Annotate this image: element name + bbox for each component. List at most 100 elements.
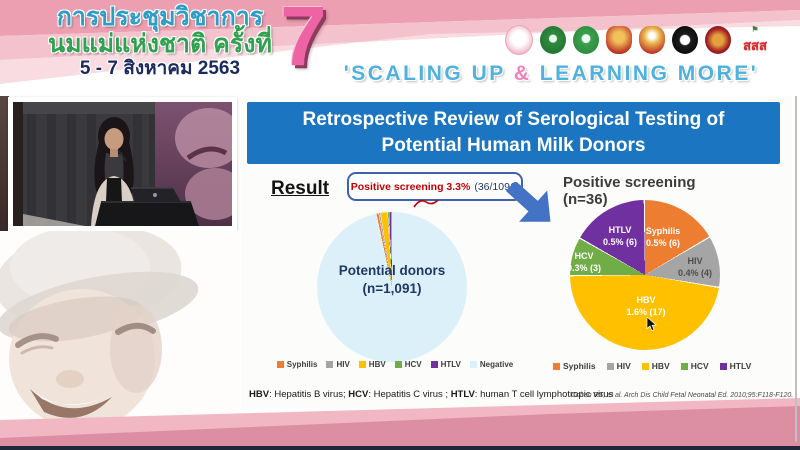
- left-pie-legend: Syphilis HIV HBV HCV HTLV Negative: [276, 360, 514, 369]
- legend-swatch-htlv: [719, 362, 727, 370]
- slice-hbv-value: 1.6% (17): [626, 306, 666, 317]
- baby-background-photo: [0, 231, 240, 450]
- tagline-close: LEARNING MORE': [531, 62, 759, 85]
- footnote-abbr: HBV: [249, 389, 270, 400]
- conference-date: 5 - 7 สิงหาคม 2563: [79, 58, 241, 79]
- slice-label-htlv: HTLV 0.5% (6): [588, 225, 652, 248]
- legend-swatch-negative: [469, 361, 477, 368]
- legend-swatch-hiv: [606, 362, 614, 370]
- positive-screening-title: Positive screening (n=36): [563, 174, 696, 208]
- positive-screening-callout: Positive screening 3.3% (36/1091): [347, 172, 523, 201]
- slice-label-syphilis: Syphilis 0.5% (6): [631, 226, 695, 249]
- potential-donors-label: Potential donors (n=1,091): [317, 262, 467, 298]
- conference-banner: การประชุมวิชาการ นมแม่แห่งชาติ ครั้งที่ …: [0, 0, 800, 96]
- legend-label: HBV: [651, 361, 670, 371]
- slide-title-line1: Retrospective Review of Serological Test…: [302, 109, 725, 130]
- conference-tagline: 'SCALING UP & LEARNING MORE': [305, 62, 797, 86]
- university-emblem-logo: [606, 26, 632, 54]
- legend-item: HCV: [394, 360, 422, 369]
- presentation-slide: Retrospective Review of Serological Test…: [241, 96, 794, 408]
- presenter-video: [8, 97, 237, 231]
- legend-label: HBV: [368, 360, 386, 369]
- slice-htlv-name: HTLV: [608, 225, 632, 235]
- legend-swatch-htlv: [430, 361, 438, 368]
- legend-swatch-hbv: [641, 362, 649, 370]
- legend-label: Syphilis: [563, 361, 596, 371]
- slide-title-line2: Potential Human Milk Donors: [381, 134, 646, 156]
- potential-donors-pie: [317, 212, 467, 362]
- legend-label: Negative: [479, 360, 514, 369]
- conference-title-thai: การประชุมวิชาการ นมแม่แห่งชาติ ครั้งที่ …: [22, 4, 298, 79]
- legend-item: HTLV: [719, 361, 752, 371]
- banner-stripes: [0, 0, 800, 96]
- health-department-logo: [540, 26, 566, 54]
- legend-swatch-syphilis: [276, 361, 284, 368]
- footnote-text: : Hepatitis B virus;: [269, 389, 349, 400]
- footnote-abbr: HTLV: [450, 389, 475, 400]
- slide-title: Retrospective Review of Serological Test…: [247, 102, 780, 164]
- university-seal-logo: [672, 26, 698, 54]
- slice-hcv-value: 0.3% (3): [566, 262, 601, 273]
- legend-label: HCV: [690, 361, 709, 371]
- slice-hbv-name: HBV: [636, 295, 656, 305]
- legend-label: HIV: [336, 360, 350, 369]
- citation: Cohen RS, et al. Arch Dis Child Fetal Ne…: [571, 392, 794, 399]
- podium: [95, 202, 199, 226]
- footnote-text: : human T cell lymphotropic virus: [474, 389, 614, 400]
- legend-item: Syphilis: [553, 361, 596, 371]
- slide-edge-divider: [795, 96, 797, 442]
- slice-syphilis-name: Syphilis: [645, 226, 681, 236]
- legend-item: Negative: [469, 360, 514, 369]
- slice-label-hbv: HBV 1.6% (17): [614, 295, 678, 318]
- royal-college-crest-logo: [639, 26, 665, 54]
- conference-title-line2: นมแม่แห่งชาติ ครั้งที่: [48, 29, 272, 58]
- legend-item: Syphilis: [276, 360, 318, 369]
- legend-label: Syphilis: [286, 360, 318, 369]
- legend-item: HCV: [680, 361, 709, 371]
- legend-item: HIV: [326, 360, 350, 369]
- slice-label-hcv: HCV 0.3% (3): [552, 251, 616, 274]
- abbreviation-footnote: HBV: Hepatitis B virus; HCV: Hepatitis C…: [249, 389, 613, 400]
- legend-label: HIV: [616, 361, 631, 371]
- slice-hcv-name: HCV: [574, 251, 594, 261]
- legend-swatch-hcv: [394, 361, 402, 368]
- legend-item: HBV: [358, 360, 386, 369]
- result-heading: Result: [271, 178, 330, 199]
- slice-htlv-value: 0.5% (6): [602, 236, 637, 247]
- conference-title-line1: การประชุมวิชาการ: [56, 3, 264, 31]
- legend-swatch-syphilis: [553, 362, 560, 370]
- legend-swatch-hiv: [326, 361, 334, 368]
- legend-item: HIV: [606, 361, 631, 371]
- backdrop-sliver: [0, 96, 9, 231]
- positive-screening-pie: [570, 200, 720, 350]
- slice-syphilis-value: 0.5% (6): [645, 237, 680, 248]
- edition-number: 7: [280, 0, 327, 83]
- legend-label: HCV: [404, 360, 422, 369]
- potential-donors-label-line2: (n=1,091): [362, 281, 422, 297]
- sponsor-logo-row: สสส: [505, 25, 772, 55]
- slice-hiv-value: 0.4% (4): [677, 267, 712, 278]
- callout-brace: [413, 199, 439, 208]
- public-health-ministry-logo: [573, 26, 599, 54]
- legend-item: HBV: [641, 361, 670, 371]
- thai-health-sss-logo: สสส: [738, 26, 772, 54]
- tagline-ampersand: &: [513, 62, 532, 85]
- presenter-scene: [13, 102, 232, 226]
- slice-hiv-name: HIV: [687, 256, 703, 266]
- mouse-cursor: [646, 317, 657, 332]
- transition-arrow-icon: [505, 182, 551, 222]
- slice-label-hiv: HIV 0.4% (4): [663, 256, 727, 279]
- breastfeeding-foundation-logo: [505, 25, 533, 55]
- legend-swatch-hcv: [680, 362, 688, 370]
- legend-label: HTLV: [729, 361, 752, 371]
- callout-highlight: Positive screening 3.3%: [350, 180, 471, 193]
- legend-item: HTLV: [430, 360, 461, 369]
- tagline-open: 'SCALING UP: [343, 62, 514, 85]
- medical-council-seal-logo: [705, 26, 731, 54]
- right-pie-legend: Syphilis HIV HBV HCV HTLV: [553, 361, 751, 371]
- potential-donors-label-line1: Potential donors: [338, 263, 446, 278]
- legend-label: HTLV: [440, 360, 461, 369]
- footnote-abbr: HCV: [348, 389, 369, 400]
- footnote-text: : Hepatitis C virus ;: [368, 389, 451, 400]
